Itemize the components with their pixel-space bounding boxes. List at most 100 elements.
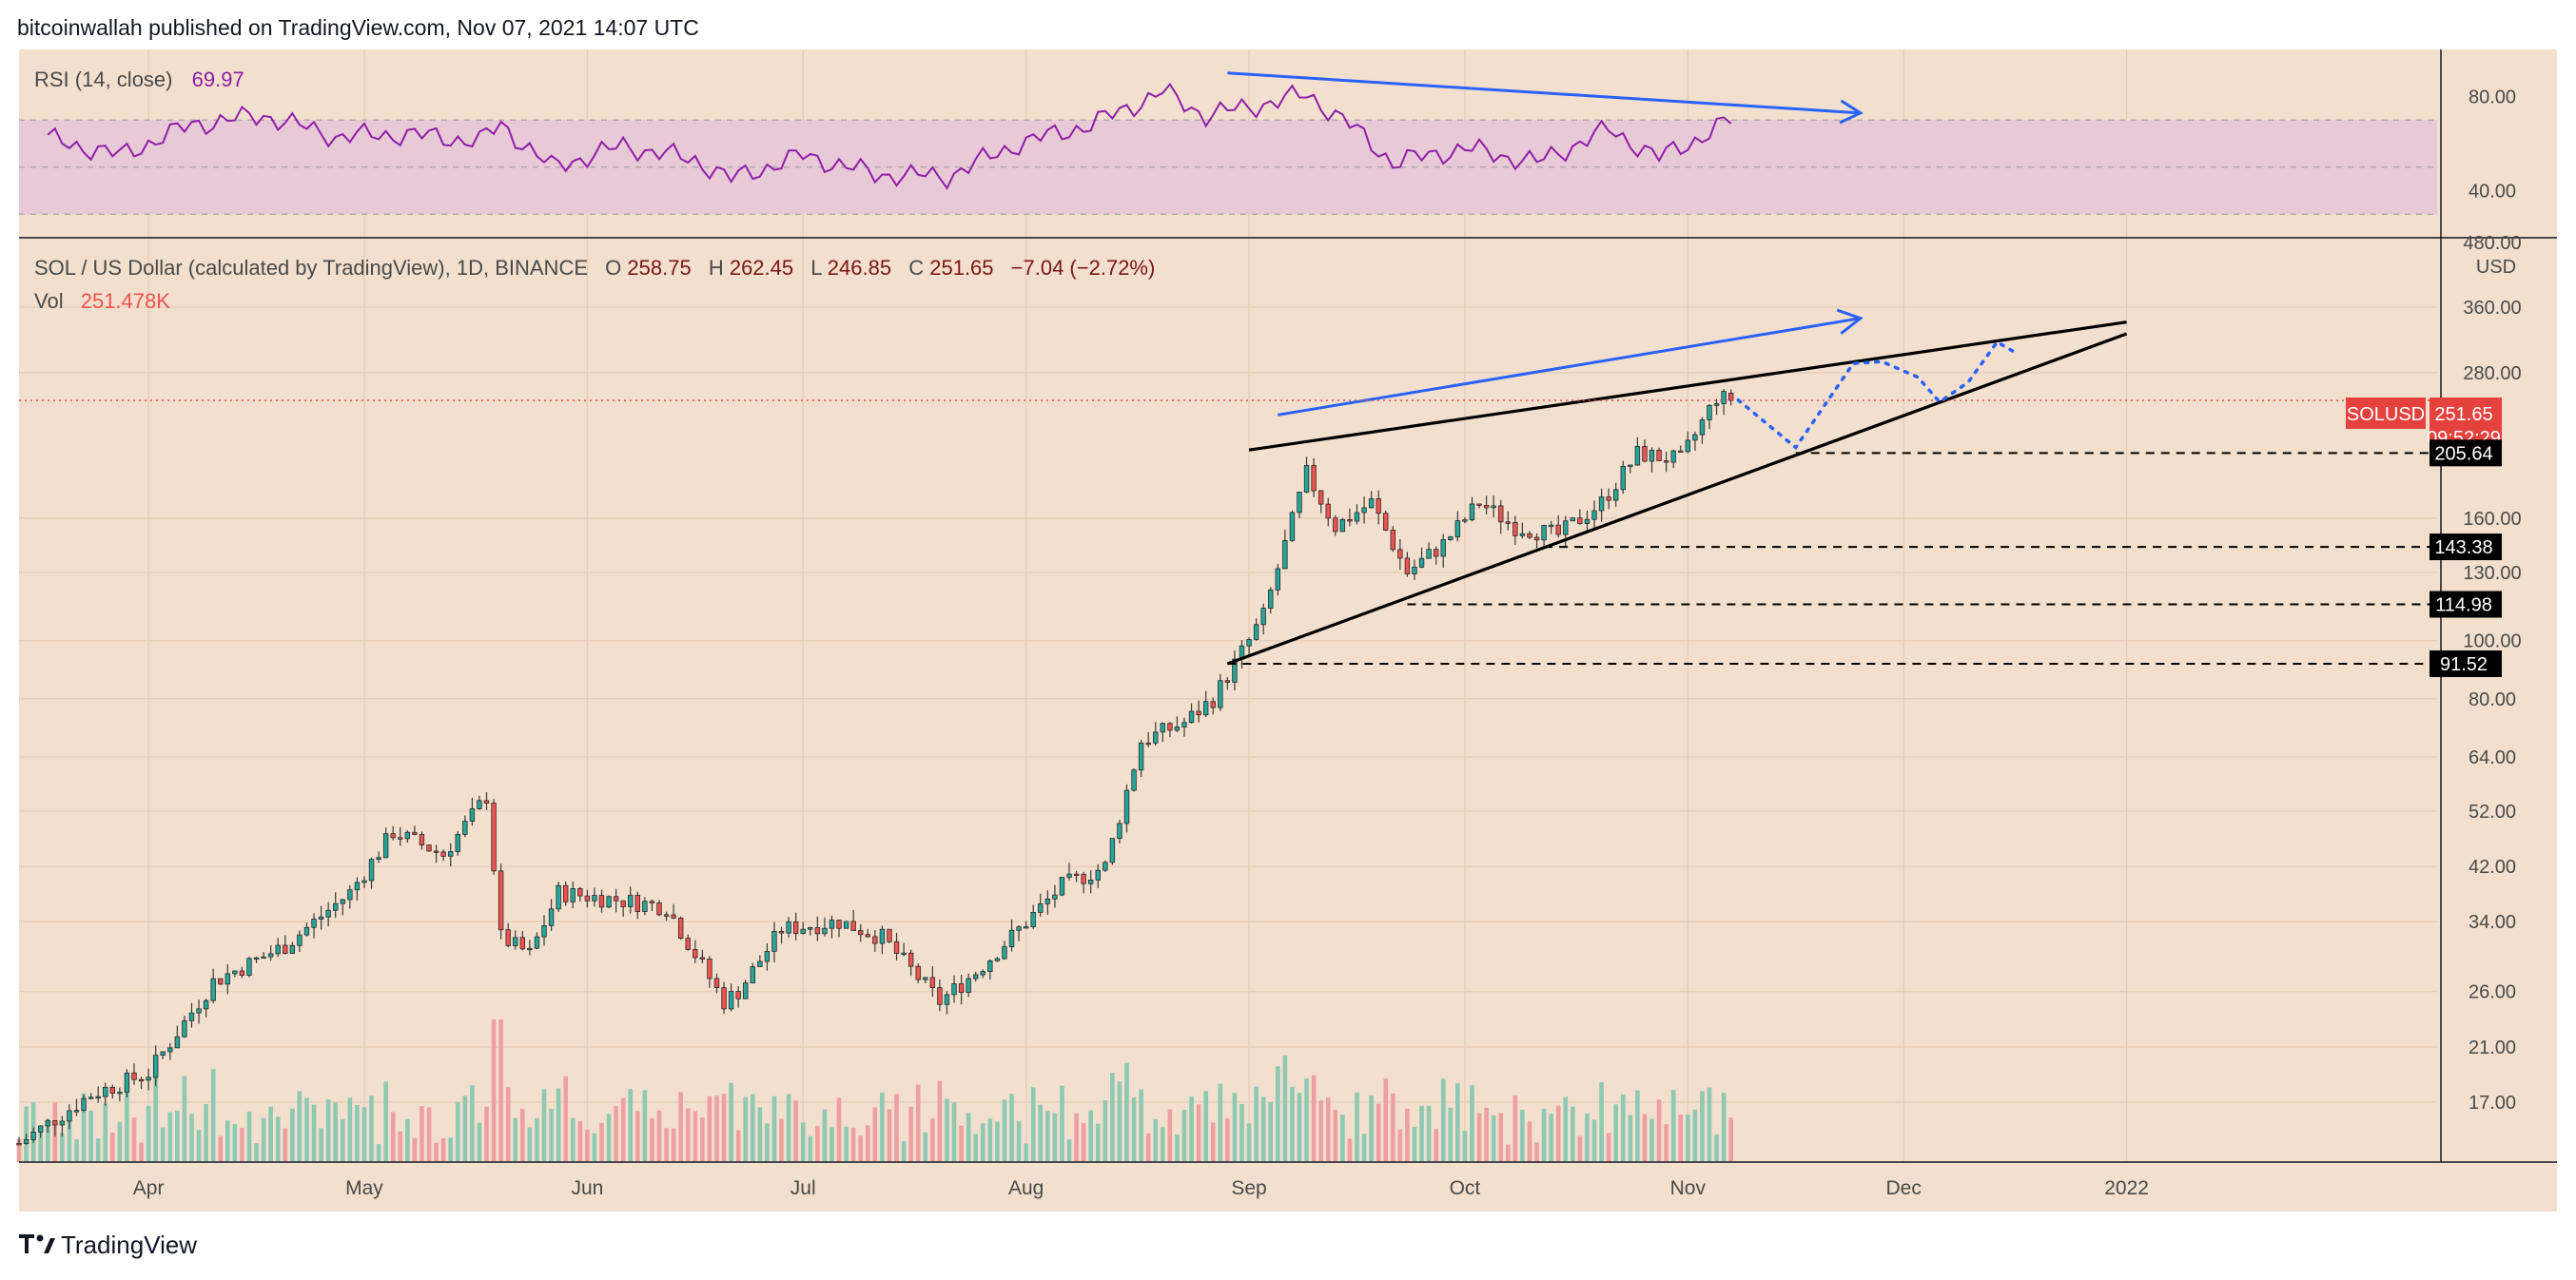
candle[interactable] — [1138, 739, 1144, 778]
candle[interactable] — [1218, 673, 1223, 711]
candle[interactable] — [951, 975, 957, 1003]
candle[interactable] — [541, 915, 547, 946]
candle[interactable] — [146, 1068, 151, 1091]
candle[interactable] — [693, 940, 698, 963]
candle[interactable] — [1131, 768, 1137, 792]
candle[interactable] — [81, 1095, 87, 1113]
candle[interactable] — [239, 966, 245, 979]
candle[interactable] — [1707, 404, 1712, 430]
candle[interactable] — [1678, 445, 1684, 453]
candle[interactable] — [1059, 877, 1065, 897]
candle[interactable] — [1145, 731, 1151, 747]
candle[interactable] — [570, 882, 576, 909]
candle[interactable] — [477, 795, 482, 810]
candle[interactable] — [433, 844, 439, 863]
candle[interactable] — [45, 1118, 50, 1133]
candle[interactable] — [1685, 431, 1691, 454]
candle[interactable] — [513, 930, 518, 950]
candle[interactable] — [1361, 496, 1367, 524]
candle[interactable] — [649, 899, 655, 912]
candle[interactable] — [1577, 509, 1583, 525]
candle[interactable] — [721, 981, 727, 1015]
candle[interactable] — [879, 925, 886, 955]
candle[interactable] — [743, 979, 749, 999]
candle[interactable] — [966, 973, 971, 998]
candle[interactable] — [1591, 500, 1597, 529]
candle[interactable] — [958, 974, 965, 1005]
candle[interactable] — [368, 857, 375, 889]
candle[interactable] — [519, 930, 526, 951]
candle[interactable] — [1038, 893, 1044, 917]
candle[interactable] — [915, 963, 921, 983]
candle[interactable] — [253, 957, 260, 963]
candle[interactable] — [73, 1098, 80, 1116]
candle[interactable] — [929, 966, 936, 998]
candle[interactable] — [685, 934, 691, 951]
candle[interactable] — [218, 978, 224, 985]
candle[interactable] — [1642, 439, 1648, 463]
candle[interactable] — [901, 942, 907, 957]
candle[interactable] — [1628, 464, 1633, 474]
candle[interactable] — [297, 930, 302, 953]
candle[interactable] — [808, 926, 813, 936]
candle[interactable] — [1260, 603, 1266, 635]
candle[interactable] — [980, 969, 986, 979]
candle[interactable] — [1491, 495, 1496, 518]
candle[interactable] — [390, 825, 396, 841]
candle[interactable] — [1311, 457, 1317, 497]
tradingview-brand[interactable]: TradingView — [61, 1231, 197, 1259]
candle[interactable] — [1368, 491, 1375, 509]
candle[interactable] — [1548, 520, 1554, 534]
candle[interactable] — [30, 1127, 36, 1143]
candle[interactable] — [498, 863, 504, 940]
candle[interactable] — [1123, 784, 1130, 833]
candle[interactable] — [1476, 503, 1482, 509]
candlesticks[interactable] — [16, 389, 1734, 1146]
candle[interactable] — [1016, 924, 1022, 941]
candle[interactable] — [1448, 535, 1454, 541]
candle[interactable] — [333, 892, 339, 919]
candle[interactable] — [1333, 514, 1338, 536]
candle[interactable] — [1002, 941, 1007, 960]
candle[interactable] — [757, 955, 763, 967]
candle[interactable] — [267, 944, 274, 961]
candle[interactable] — [1087, 870, 1094, 894]
candle[interactable] — [994, 957, 1001, 962]
candle[interactable] — [1663, 451, 1669, 473]
candle[interactable] — [1527, 531, 1532, 539]
candle[interactable] — [534, 932, 540, 950]
candle[interactable] — [448, 843, 454, 867]
axes[interactable]: 80.00 40.00 480.00 360.00 280.00 160.00 130.00… — [19, 49, 2557, 1199]
candle[interactable] — [814, 916, 821, 941]
candle[interactable] — [699, 949, 706, 963]
candle[interactable] — [1354, 504, 1360, 525]
wedge-trendline[interactable] — [1248, 320, 2127, 452]
candle[interactable] — [987, 960, 993, 980]
candle[interactable] — [1275, 563, 1281, 596]
candle[interactable] — [620, 900, 626, 918]
candle[interactable] — [289, 941, 296, 955]
candle[interactable] — [1613, 482, 1619, 507]
candle[interactable] — [800, 921, 806, 935]
candle[interactable] — [1533, 533, 1540, 549]
candle[interactable] — [1268, 587, 1274, 614]
candle[interactable] — [1541, 524, 1547, 549]
candle[interactable] — [1649, 447, 1655, 473]
candle[interactable] — [182, 1015, 187, 1038]
candle[interactable] — [152, 1045, 159, 1087]
candle[interactable] — [663, 911, 670, 921]
candle[interactable] — [628, 886, 634, 914]
candle[interactable] — [850, 909, 856, 932]
candle[interactable] — [16, 1136, 22, 1146]
candle[interactable] — [1483, 495, 1490, 515]
candle[interactable] — [246, 957, 252, 978]
candle[interactable] — [677, 916, 684, 941]
candle[interactable] — [1498, 499, 1504, 534]
candle[interactable] — [1347, 508, 1353, 527]
candle[interactable] — [1570, 517, 1576, 522]
candle[interactable] — [1196, 700, 1201, 723]
candle[interactable] — [376, 851, 381, 863]
candle[interactable] — [1044, 890, 1051, 915]
candle[interactable] — [1440, 533, 1446, 569]
